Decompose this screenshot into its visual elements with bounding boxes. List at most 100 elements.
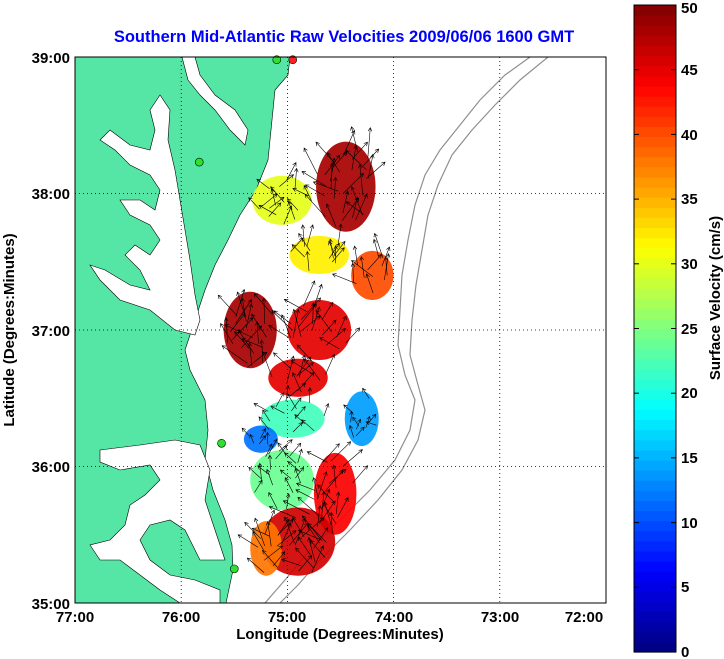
colorbar-band: [634, 631, 676, 643]
current-vector: [312, 181, 339, 192]
current-vector: [325, 353, 336, 375]
colorbar-band: [634, 550, 676, 562]
current-vector: [366, 161, 386, 179]
current-vector: [305, 250, 310, 271]
y-tick-label: 35:00: [32, 596, 70, 613]
current-vector: [298, 303, 317, 327]
current-vector: [352, 245, 358, 266]
station-marker-online: [217, 438, 226, 448]
current-vector: [291, 244, 305, 258]
colorbar-band: [634, 217, 676, 229]
current-vector: [289, 382, 307, 397]
current-vector: [359, 256, 365, 278]
current-vector: [267, 454, 273, 470]
current-vector: [356, 418, 362, 430]
colorbar-band: [634, 490, 676, 501]
current-vector: [343, 449, 363, 467]
velocity-patch: [268, 358, 328, 397]
current-vector: [296, 344, 313, 362]
colorbar-tick-label: 0: [681, 644, 689, 659]
current-vector: [259, 435, 266, 444]
current-vector: [268, 438, 278, 455]
colorbar-band: [634, 540, 676, 552]
station-marker-offline: [288, 55, 298, 65]
current-vector: [321, 490, 326, 520]
current-vector: [268, 491, 278, 509]
current-vector: [296, 482, 316, 491]
colorbar-band: [634, 591, 676, 603]
chart-title: Southern Mid-Atlantic Raw Velocities 200…: [114, 28, 574, 46]
grid: [75, 57, 606, 603]
current-vector: [294, 414, 306, 424]
current-vector: [307, 387, 313, 404]
colorbar-band: [634, 328, 676, 340]
colorbar-band: [634, 166, 676, 178]
current-vector: [257, 462, 263, 482]
current-vector: [260, 427, 266, 439]
colorbar-band: [634, 459, 676, 471]
current-vector: [367, 413, 377, 424]
current-vector: [249, 433, 255, 444]
current-vector: [266, 521, 272, 547]
current-vector: [246, 557, 265, 573]
current-vector: [289, 442, 302, 457]
colorbar-band: [634, 419, 676, 431]
current-vector: [337, 497, 349, 518]
current-vector: [234, 331, 250, 349]
current-vector: [283, 516, 295, 544]
colorbar-band: [634, 611, 676, 623]
current-vector: [345, 327, 361, 344]
current-vector: [264, 509, 275, 535]
colorbar-band: [634, 207, 676, 218]
colorbar-band: [634, 510, 676, 522]
current-vector: [232, 317, 254, 340]
current-vector: [362, 387, 370, 399]
colorbar-band: [634, 247, 676, 259]
current-vector: [241, 338, 264, 348]
current-vector: [381, 246, 391, 267]
current-vector: [268, 505, 296, 518]
colorbar-band: [634, 520, 676, 532]
current-vector: [331, 464, 337, 488]
current-vector: [341, 197, 360, 221]
current-vector: [357, 164, 364, 196]
current-vector: [352, 416, 360, 427]
colorbar-band: [634, 85, 676, 97]
current-vector: [272, 551, 286, 567]
current-vector: [325, 203, 337, 228]
current-vector: [258, 205, 277, 216]
station-marker-online: [272, 55, 282, 65]
delaware-bay: [181, 57, 249, 146]
velocity-patch: [289, 235, 349, 275]
colorbar-band: [634, 581, 676, 592]
current-vector: [290, 237, 304, 252]
current-vector: [263, 545, 283, 561]
current-vector: [300, 224, 306, 247]
current-vector: [297, 448, 303, 463]
current-vector: [236, 291, 246, 317]
current-vector: [259, 339, 264, 364]
current-vector: [365, 415, 371, 428]
current-vector: [283, 205, 293, 225]
current-vector: [298, 354, 306, 378]
colorbar-band: [634, 641, 676, 653]
current-vector: [286, 162, 297, 181]
current-vector: [277, 518, 290, 536]
current-vector: [276, 530, 297, 547]
current-vector: [350, 186, 363, 216]
x-tick-label: 73:00: [481, 609, 519, 626]
current-vector: [309, 540, 326, 558]
current-vector: [256, 178, 270, 190]
colorbar-band: [634, 156, 676, 168]
colorbar-band: [634, 348, 676, 360]
colorbar-band: [634, 288, 676, 299]
current-vector: [306, 224, 314, 247]
current-vector: [282, 500, 310, 515]
x-tick-label: 74:00: [375, 609, 413, 626]
current-vector: [265, 443, 273, 457]
colorbar-tick-label: 20: [681, 385, 698, 402]
current-vector: [287, 201, 296, 220]
current-vector: [333, 245, 338, 264]
current-vector: [317, 471, 328, 500]
current-vector: [297, 529, 323, 541]
